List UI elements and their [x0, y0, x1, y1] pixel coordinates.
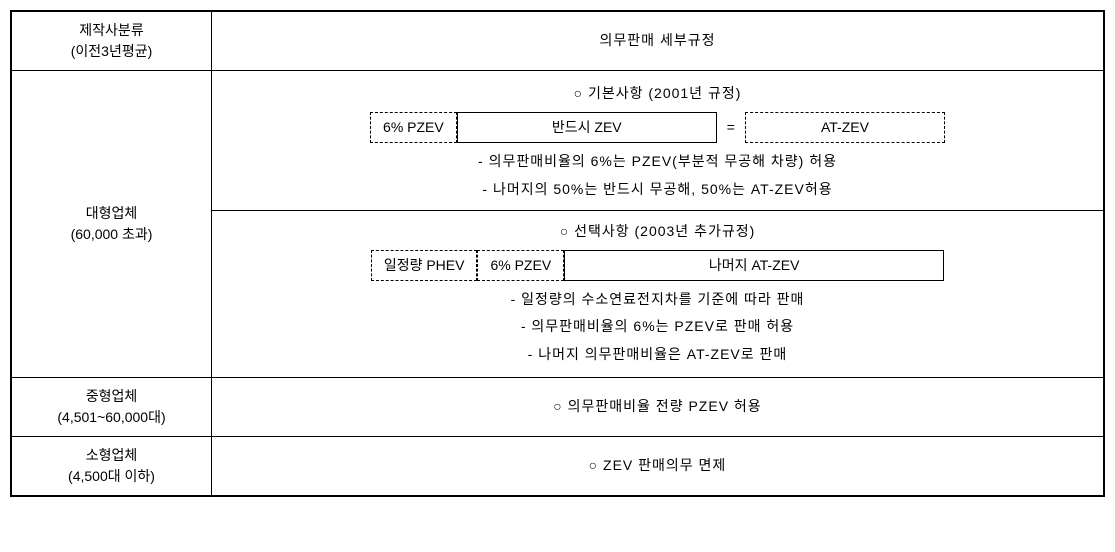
opt-diagram: 일정량 PHEV 6% PZEV 나머지 AT-ZEV — [224, 250, 1091, 281]
basic-title: ○ 기본사항 (2001년 규정) — [224, 81, 1091, 106]
header-left-line2: (이전3년평균) — [71, 41, 153, 62]
basic-box-atzev: AT-ZEV — [745, 112, 945, 143]
medium-left-line1: 중형업체 — [86, 386, 138, 407]
opt-box-phev: 일정량 PHEV — [371, 250, 478, 281]
basic-box-zev: 반드시 ZEV — [457, 112, 717, 143]
basic-box-pzev: 6% PZEV — [370, 112, 457, 143]
large-left-line2: (60,000 초과) — [71, 224, 153, 245]
basic-note2: - 나머지의 50%는 반드시 무공해, 50%는 AT-ZEV허용 — [224, 177, 1091, 202]
basic-eq: = — [717, 115, 745, 140]
opt-box-pzev: 6% PZEV — [477, 250, 564, 281]
header-right: 의무판매 세부규정 — [212, 12, 1103, 70]
large-row: 대형업체 (60,000 초과) ○ 기본사항 (2001년 규정) 6% PZ… — [12, 71, 1103, 378]
section-divider — [212, 210, 1103, 211]
small-left-line1: 소형업체 — [86, 445, 138, 466]
large-right: ○ 기본사항 (2001년 규정) 6% PZEV 반드시 ZEV = AT-Z… — [212, 71, 1103, 377]
medium-row: 중형업체 (4,501~60,000대) ○ 의무판매비율 전량 PZEV 허용 — [12, 378, 1103, 437]
medium-right: ○ 의무판매비율 전량 PZEV 허용 — [212, 378, 1103, 436]
header-left-line1: 제작사분류 — [79, 20, 143, 41]
large-left-line1: 대형업체 — [86, 203, 138, 224]
header-row: 제작사분류 (이전3년평균) 의무판매 세부규정 — [12, 12, 1103, 71]
medium-left-line2: (4,501~60,000대) — [57, 407, 165, 428]
opt-note1: - 일정량의 수소연료전지차를 기준에 따라 판매 — [224, 287, 1091, 312]
small-right: ○ ZEV 판매의무 면제 — [212, 437, 1103, 495]
small-left-line2: (4,500대 이하) — [68, 466, 155, 487]
basic-diagram: 6% PZEV 반드시 ZEV = AT-ZEV — [224, 112, 1091, 143]
small-row: 소형업체 (4,500대 이하) ○ ZEV 판매의무 면제 — [12, 437, 1103, 495]
opt-title: ○ 선택사항 (2003년 추가규정) — [224, 219, 1091, 244]
small-left: 소형업체 (4,500대 이하) — [12, 437, 212, 495]
regulation-table: 제작사분류 (이전3년평균) 의무판매 세부규정 대형업체 (60,000 초과… — [10, 10, 1105, 497]
large-left: 대형업체 (60,000 초과) — [12, 71, 212, 377]
opt-note2: - 의무판매비율의 6%는 PZEV로 판매 허용 — [224, 314, 1091, 339]
header-left: 제작사분류 (이전3년평균) — [12, 12, 212, 70]
medium-left: 중형업체 (4,501~60,000대) — [12, 378, 212, 436]
opt-box-atzev: 나머지 AT-ZEV — [564, 250, 944, 281]
basic-note1: - 의무판매비율의 6%는 PZEV(부분적 무공해 차량) 허용 — [224, 149, 1091, 174]
opt-note3: - 나머지 의무판매비율은 AT-ZEV로 판매 — [224, 342, 1091, 367]
